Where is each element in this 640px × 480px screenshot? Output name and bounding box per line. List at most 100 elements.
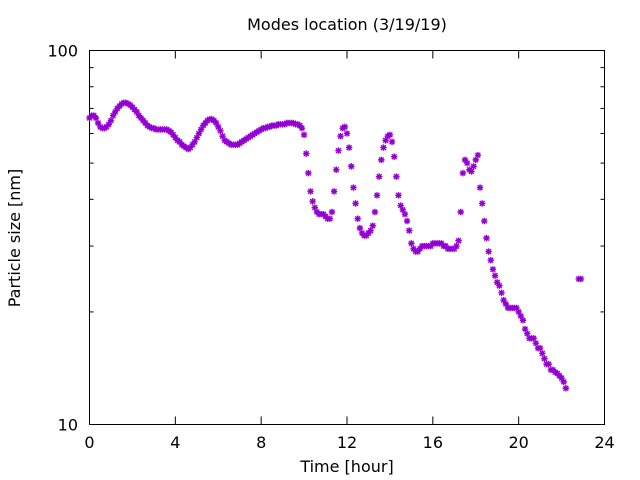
data-point <box>354 215 361 222</box>
data-point <box>487 256 494 264</box>
data-point <box>530 335 537 342</box>
data-point <box>457 208 464 216</box>
data-point <box>345 144 353 151</box>
data-point <box>172 134 179 141</box>
tick-labels: 0 4 8 12 16 20 24 10 100 <box>47 42 614 453</box>
data-point <box>524 330 531 337</box>
data-point <box>577 275 585 283</box>
data-point <box>399 206 406 214</box>
data-point <box>532 339 540 347</box>
data-point <box>391 153 398 160</box>
data-point <box>500 296 507 304</box>
data-point <box>197 126 205 133</box>
data-point <box>300 131 308 139</box>
data-point <box>459 169 467 177</box>
x-tick-label: 12 <box>337 433 357 452</box>
data-point <box>395 192 402 199</box>
data-point <box>406 227 413 234</box>
data-point <box>521 325 529 333</box>
data-point <box>219 133 226 140</box>
data-point <box>333 166 340 173</box>
data-point <box>369 222 376 229</box>
data-point <box>189 141 196 148</box>
data-point <box>539 350 546 357</box>
data-points <box>86 99 585 392</box>
data-point <box>212 119 220 127</box>
data-point <box>352 200 359 207</box>
chart-title: Modes location (3/19/19) <box>247 15 447 34</box>
data-point <box>468 168 475 175</box>
data-point <box>494 279 501 286</box>
data-point <box>124 100 132 108</box>
data-point <box>195 130 203 137</box>
x-tick-label: 0 <box>84 433 94 452</box>
axis-ticks <box>89 50 605 425</box>
data-point <box>401 211 409 218</box>
data-point <box>341 123 349 131</box>
data-point <box>498 289 505 296</box>
data-point <box>122 99 130 106</box>
data-point <box>438 240 445 247</box>
data-point <box>350 184 357 191</box>
data-point <box>112 108 119 116</box>
data-point <box>476 184 484 191</box>
data-point <box>303 150 310 157</box>
data-point <box>326 215 334 222</box>
data-point <box>305 169 312 177</box>
data-point <box>442 242 449 250</box>
x-tick-label: 20 <box>508 433 528 452</box>
data-point <box>403 217 411 225</box>
data-point <box>311 204 319 211</box>
data-point <box>386 131 394 139</box>
data-point <box>167 128 175 136</box>
data-point <box>118 100 125 108</box>
data-point <box>307 188 314 195</box>
data-point <box>187 144 194 151</box>
data-point <box>491 272 499 279</box>
data-point <box>176 138 183 146</box>
data-point <box>337 133 344 140</box>
data-point <box>375 173 383 180</box>
data-point <box>328 208 336 216</box>
data-point <box>472 156 479 164</box>
data-point <box>169 131 177 139</box>
y-tick-label: 100 <box>47 42 78 61</box>
data-point <box>335 147 342 154</box>
x-tick-label: 4 <box>170 433 180 452</box>
data-point <box>348 163 355 170</box>
data-point <box>502 300 509 308</box>
data-point <box>427 242 434 250</box>
data-point <box>489 266 497 273</box>
data-point <box>215 123 222 131</box>
data-point <box>388 138 396 146</box>
data-point <box>517 312 525 320</box>
data-point <box>536 344 544 352</box>
data-point <box>463 159 471 167</box>
data-point <box>416 245 424 252</box>
data-point <box>309 198 316 205</box>
data-point <box>217 127 224 134</box>
data-point <box>193 134 200 141</box>
data-point <box>94 119 102 127</box>
x-tick-label: 24 <box>594 433 614 452</box>
data-point <box>560 378 567 386</box>
data-point <box>408 240 415 247</box>
data-point <box>105 121 113 128</box>
data-point <box>451 245 458 252</box>
data-point <box>455 237 462 244</box>
y-axis-label: Particle size [nm] <box>5 169 24 308</box>
data-point <box>378 156 385 164</box>
data-point <box>558 374 565 382</box>
data-point <box>496 282 503 289</box>
data-point <box>371 208 379 216</box>
data-point <box>453 242 460 250</box>
data-point <box>483 234 490 242</box>
data-point <box>343 130 351 137</box>
data-point <box>393 173 400 180</box>
data-point <box>191 138 198 146</box>
plot-frame <box>89 50 605 425</box>
x-tick-label: 16 <box>423 433 443 452</box>
data-point <box>410 245 417 252</box>
y-tick-label: 10 <box>58 416 78 435</box>
